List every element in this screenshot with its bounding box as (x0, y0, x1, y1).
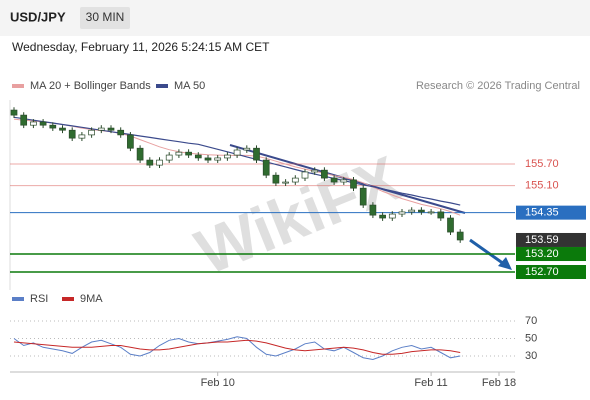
rsi-line (13, 336, 461, 361)
arrow-head (498, 257, 512, 270)
candle-body (224, 154, 231, 159)
candle-body (88, 129, 95, 136)
candle-body (20, 114, 28, 126)
x-tick-label: Feb 10 (201, 377, 235, 389)
candle-body (127, 134, 134, 149)
candle-body (321, 169, 328, 179)
candle-body (136, 147, 144, 161)
symbol: USD/JPY (10, 9, 66, 24)
forecast-arrow (469, 238, 505, 266)
candle-body (10, 109, 18, 116)
candle-body (68, 129, 76, 139)
candle-body (97, 127, 105, 131)
level-tag (516, 232, 586, 247)
candle-body (272, 174, 280, 184)
legend-swatch (12, 297, 24, 301)
candle-body (49, 124, 57, 129)
candle-body (437, 211, 445, 219)
y-tick-label: 50 (525, 332, 537, 344)
candle-body (369, 204, 377, 216)
candle-body (311, 169, 319, 173)
candle-body (117, 129, 125, 136)
level-label: 155.10 (525, 180, 559, 192)
legend-label: MA 20 + Bollinger Bands (30, 80, 151, 92)
candle-body (350, 179, 357, 189)
candle-body (282, 181, 289, 184)
y-tick-label: 30 (525, 350, 537, 362)
candle-body (427, 211, 435, 214)
credit: Research © 2026 Trading Central (416, 80, 580, 92)
candle-body (156, 159, 163, 166)
candle-body (456, 231, 464, 241)
candle-body (107, 127, 115, 131)
candle-body (30, 121, 37, 126)
candle-body (59, 127, 66, 131)
candle-body (379, 214, 386, 219)
legend-swatch (62, 297, 74, 301)
datetime: Wednesday, February 11, 2026 5:24:15 AM … (12, 40, 270, 54)
candle-body (340, 179, 348, 183)
candle-body (291, 177, 299, 183)
candle-body (165, 154, 173, 161)
rsi-line (13, 339, 461, 355)
timeframe: 30 MIN (86, 10, 125, 24)
y-tick-label: 70 (525, 315, 537, 327)
candle-body (418, 209, 425, 213)
level-tag (516, 205, 586, 220)
legend-label: RSI (30, 293, 48, 305)
candle-body (243, 147, 251, 151)
level-label: 153.59 (525, 234, 559, 246)
candle-body (78, 134, 86, 139)
candle-body (301, 171, 309, 179)
x-tick-label: Feb 18 (482, 377, 516, 389)
legend-swatch (12, 84, 24, 88)
level-label: 154.35 (525, 207, 559, 219)
trendline (229, 144, 466, 214)
level-tag (516, 247, 586, 262)
candle-body (388, 213, 396, 219)
candle-body (447, 217, 454, 233)
level-label: 153.20 (525, 248, 559, 260)
legend-label: 9MA (80, 293, 103, 305)
level-label: 155.70 (525, 158, 559, 170)
candle-body (194, 154, 202, 159)
candle-body (175, 151, 183, 156)
candle-body (185, 151, 192, 156)
legend-label: MA 50 (174, 80, 205, 92)
level-tag (516, 265, 586, 280)
timeframe-box (80, 7, 130, 29)
candle-body (146, 159, 154, 166)
candle-body (398, 211, 406, 215)
candle-body (233, 149, 241, 156)
candle-body (330, 177, 338, 183)
candle-body (204, 157, 212, 161)
level-label: 152.70 (525, 266, 559, 278)
candle-body (262, 159, 270, 176)
candle-body (253, 147, 260, 161)
legend-swatch (156, 84, 168, 88)
candle-body (408, 209, 416, 213)
x-tick-label: Feb 11 (414, 377, 447, 389)
candle-body (359, 187, 367, 206)
candle-body (39, 121, 47, 126)
candle-body (214, 157, 222, 161)
